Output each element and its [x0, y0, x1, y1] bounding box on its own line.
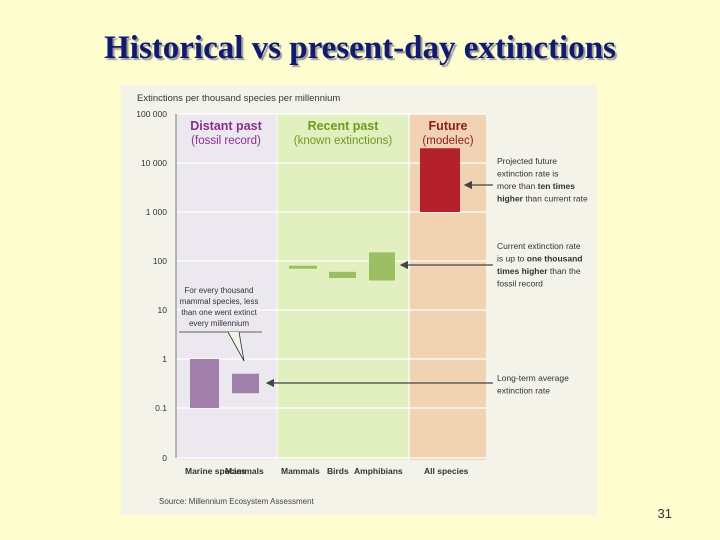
- fossil-note-line: every millennium: [189, 319, 249, 328]
- current-note-line-span: times higher: [497, 266, 548, 276]
- group-background: [278, 114, 408, 460]
- projected-note-line-span: than current rate: [523, 194, 588, 204]
- projected-note-line-span: more than: [497, 181, 538, 191]
- category-label: Mammals: [225, 466, 264, 476]
- longterm-note-line: Long-term average: [497, 373, 569, 383]
- range-bar: [329, 271, 356, 278]
- y-tick-label: 0: [162, 453, 167, 463]
- projected-note-line-span: extinction rate is: [497, 169, 558, 179]
- current-note-line-span: Current extinction rate: [497, 241, 581, 251]
- chart-source: Source: Millennium Ecosystem Assessment: [159, 497, 315, 506]
- bar-layer: [190, 148, 460, 408]
- group-subtitle: (known extinctions): [294, 135, 393, 147]
- range-bar: [420, 148, 460, 212]
- category-label: Marine species: [185, 466, 246, 476]
- projected-note-line-span: Projected future: [497, 156, 557, 166]
- group-title: Recent past: [308, 119, 380, 133]
- current-note-line-span: than the: [548, 266, 581, 276]
- chart-title: Extinctions per thousand species per mil…: [137, 93, 340, 104]
- current-note-line: times higher than the: [497, 266, 581, 276]
- category-label: Birds: [327, 466, 349, 476]
- group-subtitle: (fossil record): [191, 135, 261, 147]
- category-label: Mammals: [281, 466, 320, 476]
- longterm-note-line: extinction rate: [497, 386, 550, 396]
- group-subtitle: (modelec): [422, 135, 473, 147]
- fossil-note-line: than one went extinct: [181, 308, 257, 317]
- page-number: 31: [657, 506, 672, 521]
- range-bar: [289, 265, 317, 269]
- fossil-note-pointer: [227, 331, 245, 362]
- y-tick-label: 1 000: [146, 207, 168, 217]
- y-axis: 100 000 10 000 1 000 100 10 1 0.1 0: [136, 109, 177, 463]
- current-note-line: is up to one thousand: [497, 254, 583, 264]
- category-label: Amphibians: [354, 466, 403, 476]
- range-bar: [369, 252, 395, 281]
- current-note-line-span: fossil record: [497, 279, 543, 289]
- group-title: Future: [429, 119, 468, 133]
- range-bar: [232, 373, 259, 394]
- projected-note-line: extinction rate is: [497, 169, 558, 179]
- annotation-layer: For every thousand mammal species, less th…: [179, 156, 588, 396]
- y-tick-label: 100 000: [136, 109, 167, 119]
- current-note-line-span: one thousand: [527, 254, 583, 264]
- fossil-note-line: For every thousand: [185, 286, 254, 295]
- group-title: Distant past: [190, 119, 262, 133]
- extinctions-chart: Extinctions per thousand species per mil…: [121, 85, 597, 515]
- slide-title: Historical vs present-day extinctions: [104, 30, 616, 66]
- group-header-layer: Distant past (fossil record) Recent past (k…: [190, 119, 474, 147]
- projected-note-line: Projected future: [497, 156, 557, 166]
- category-label: All species: [424, 466, 469, 476]
- projected-note-line-span: higher: [497, 194, 524, 204]
- projected-note-line-span: ten times: [538, 181, 576, 191]
- longterm-note-line-span: Long-term average: [497, 373, 569, 383]
- y-tick-label: 0.1: [155, 403, 167, 413]
- y-tick-label: 1: [162, 354, 167, 364]
- projected-note-line: higher than current rate: [497, 194, 588, 204]
- fossil-note-line: mammal species, less: [180, 297, 259, 306]
- current-note-line-span: is up to: [497, 254, 527, 264]
- y-tick-label: 10: [158, 305, 168, 315]
- current-note-line: Current extinction rate: [497, 241, 581, 251]
- longterm-note-line-span: extinction rate: [497, 386, 550, 396]
- y-tick-label: 100: [153, 256, 167, 266]
- current-note-line: fossil record: [497, 279, 543, 289]
- projected-note-line: more than ten times: [497, 181, 575, 191]
- range-bar: [190, 359, 219, 408]
- y-tick-label: 10 000: [141, 158, 167, 168]
